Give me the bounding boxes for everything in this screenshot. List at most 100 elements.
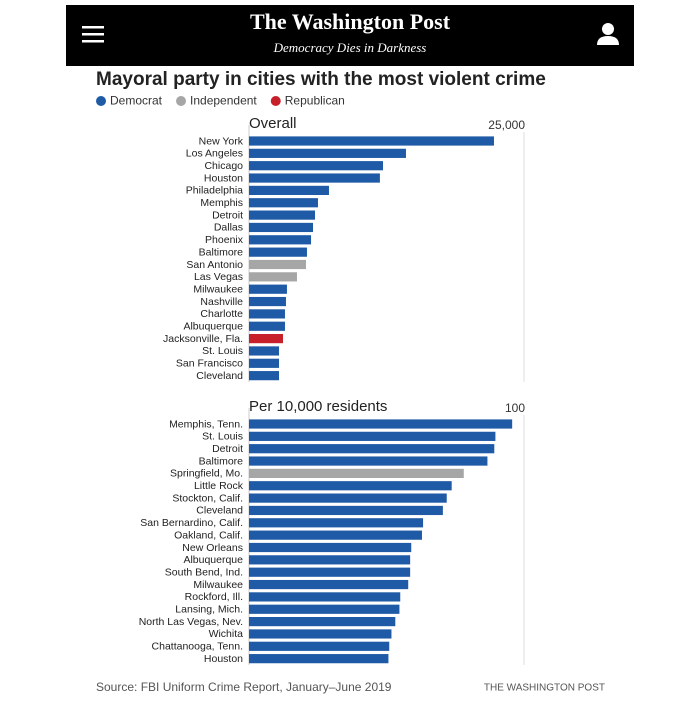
bar [249,579,409,590]
bar [249,247,307,257]
bar [249,296,286,307]
bar [249,592,401,602]
category-label: San Antonio [186,259,243,271]
bar [249,493,447,503]
bar [249,309,285,319]
menu-line [82,40,104,43]
category-label: Lansing, Mich. [175,604,243,616]
bar [249,136,494,146]
legend-label: Democrat [110,94,163,108]
category-label: Charlotte [200,308,243,320]
bar [249,604,400,614]
category-label: Los Angeles [186,148,243,160]
bar [249,284,287,294]
bar [249,346,280,356]
category-label: Baltimore [199,455,244,467]
legend-label: Independent [190,94,257,108]
category-label: South Bend, Ind. [165,566,243,578]
header-bar [66,5,634,66]
user-body [597,36,619,45]
bar [249,358,280,368]
bar [249,617,396,627]
category-label: Philadelphia [186,185,243,197]
bar [249,334,283,344]
category-label: Rockford, Ill. [185,591,243,603]
category-label: Phoenix [205,234,244,246]
bar [249,641,390,651]
bar [249,161,383,171]
category-label: Springfield, Mo. [170,468,243,480]
category-label: San Bernardino, Calif. [140,517,243,529]
bar [249,198,318,208]
figure-title: Mayoral party in cities with the most vi… [96,69,546,90]
bar [249,629,392,639]
category-label: Stockton, Calif. [172,492,243,504]
x-tick-label: 100 [505,401,525,415]
bar [249,444,495,454]
bar [249,222,314,233]
bar [249,419,513,429]
legend-label: Republican [285,94,345,108]
category-label: Houston [204,653,243,665]
category-label: New Orleans [182,542,243,554]
menu-line [82,26,104,29]
category-label: Milwaukee [193,579,243,591]
category-label: Houston [204,172,243,184]
x-tick-label: 25,000 [488,118,525,132]
bar [249,468,464,478]
bar [249,321,285,331]
bar [249,518,424,528]
category-label: North Las Vegas, Nev. [139,616,243,628]
category-label: Albuquerque [183,321,243,333]
category-label: Baltimore [199,246,244,258]
category-label: Oakland, Calif. [174,529,243,541]
bar [249,148,406,158]
category-label: Dallas [214,222,243,234]
category-label: Detroit [212,209,243,221]
category-label: St. Louis [202,431,243,443]
bar [249,481,452,491]
category-label: Little Rock [194,480,244,492]
legend-swatch [270,96,281,106]
bar [249,210,315,220]
bar [249,555,411,565]
category-label: Cleveland [196,505,243,517]
bar [249,542,412,553]
bar [249,185,329,195]
legend-swatch [176,96,187,106]
category-label: Memphis [200,197,243,209]
legend: Democrat Independent Republican [96,94,345,108]
bar [249,505,443,516]
category-label: Detroit [212,443,243,455]
category-label: Nashville [200,296,243,308]
bar [249,259,306,270]
menu-icon[interactable] [82,26,104,43]
bar [249,530,422,540]
category-label: San Francisco [176,358,243,370]
category-label: New York [199,135,244,147]
bar [249,456,488,466]
category-label: St. Louis [202,345,243,357]
bar [249,654,389,664]
bar [249,567,411,577]
category-label: Las Vegas [194,271,243,283]
bar [249,272,297,282]
source: Source: FBI Uniform Crime Report, Januar… [96,680,392,694]
tagline: Democracy Dies in Darkness [273,40,427,55]
bar [249,173,380,183]
logo[interactable]: The Washington Post [250,9,451,34]
user-head [602,23,614,35]
legend-swatch [96,96,106,106]
category-label: Jacksonville, Fla. [163,333,243,345]
bar [249,431,496,441]
category-label: Milwaukee [193,283,243,295]
chart-title: Per 10,000 residents [249,398,387,415]
category-label: Albuquerque [183,554,243,566]
credit: THE WASHINGTON POST [484,683,605,694]
category-label: Cleveland [196,370,243,382]
chart-title: Overall [249,115,297,132]
menu-line [82,33,104,36]
user-icon[interactable] [597,23,619,45]
category-label: Wichita [209,628,244,640]
